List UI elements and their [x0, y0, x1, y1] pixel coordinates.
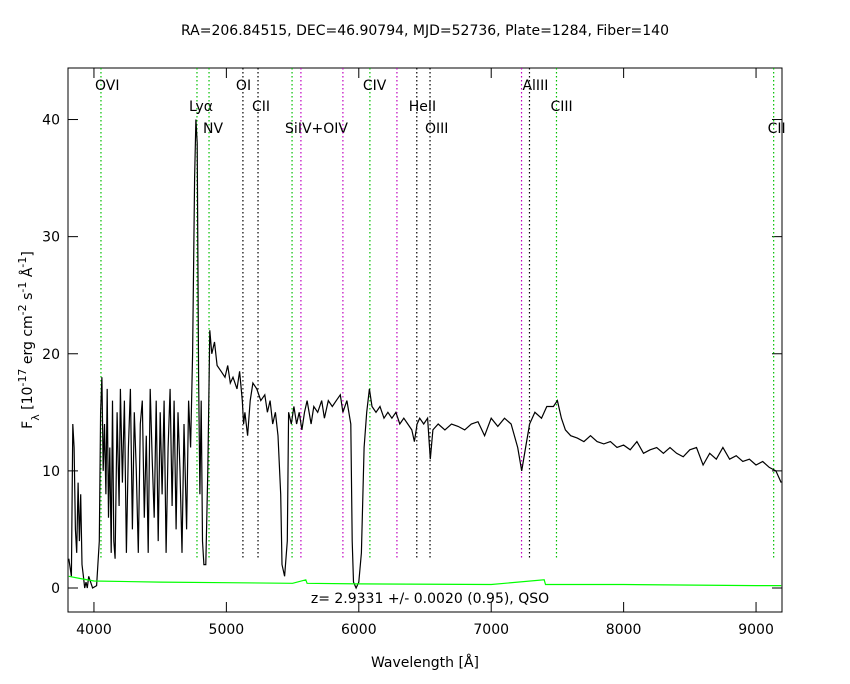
y-label-part: [10: [20, 387, 36, 415]
spectral-line-label: OIII: [425, 121, 448, 137]
spectral-line-label: AlIII: [522, 78, 548, 94]
spectral-line-label: NV: [203, 121, 223, 137]
y-label-part: Å: [19, 267, 36, 281]
y-tick-label: 20: [42, 347, 60, 363]
y-label-part: -2: [16, 304, 29, 315]
x-tick-label: 5000: [209, 622, 245, 638]
x-axis-label: Wavelength [Å]: [371, 654, 479, 671]
spectral-line-label: CIV: [363, 78, 387, 94]
x-tick-label: 6000: [341, 622, 377, 638]
plot-frame: [67, 67, 783, 613]
spectrum-line: [68, 575, 782, 587]
y-label-part: λ: [29, 414, 42, 421]
spectral-line-label: CIII: [550, 99, 572, 115]
y-label-part: s: [20, 293, 36, 305]
y-tick-label: 0: [51, 581, 60, 597]
y-label-part: erg cm: [20, 315, 36, 368]
spectrum-line: [68, 119, 782, 590]
chart-title: RA=206.84515, DEC=46.90794, MJD=52736, P…: [181, 23, 669, 39]
x-tick-label: 8000: [606, 622, 642, 638]
x-tick-label: 7000: [473, 622, 509, 638]
y-label-part: -1: [16, 257, 29, 268]
annotation: z= 2.9331 +/- 0.0020 (0.95), QSO: [311, 591, 549, 607]
y-label-part: F: [20, 421, 36, 429]
spectral-line-label: HeII: [409, 99, 436, 115]
spectral-line-label: SiIV+OIV: [285, 121, 348, 137]
spectral-line-label: CII: [252, 99, 270, 115]
y-label-part: -1: [16, 282, 29, 293]
spectral-line-label: OI: [236, 78, 251, 94]
y-label-part: ]: [20, 251, 36, 256]
y-tick-label: 10: [42, 464, 60, 480]
y-label-part: -17: [16, 369, 29, 387]
y-tick-label: 40: [42, 113, 60, 129]
x-tick-label: 4000: [76, 622, 112, 638]
spectral-line-label: CII: [768, 121, 786, 137]
y-tick-label: 30: [42, 230, 60, 246]
y-axis-label: Fλ [10-17 erg cm-2 s-1 Å-1]: [16, 251, 42, 429]
spectral-line-label: OVI: [95, 78, 119, 94]
x-tick-label: 9000: [738, 622, 774, 638]
spectral-line-label: Lyα: [189, 99, 213, 115]
